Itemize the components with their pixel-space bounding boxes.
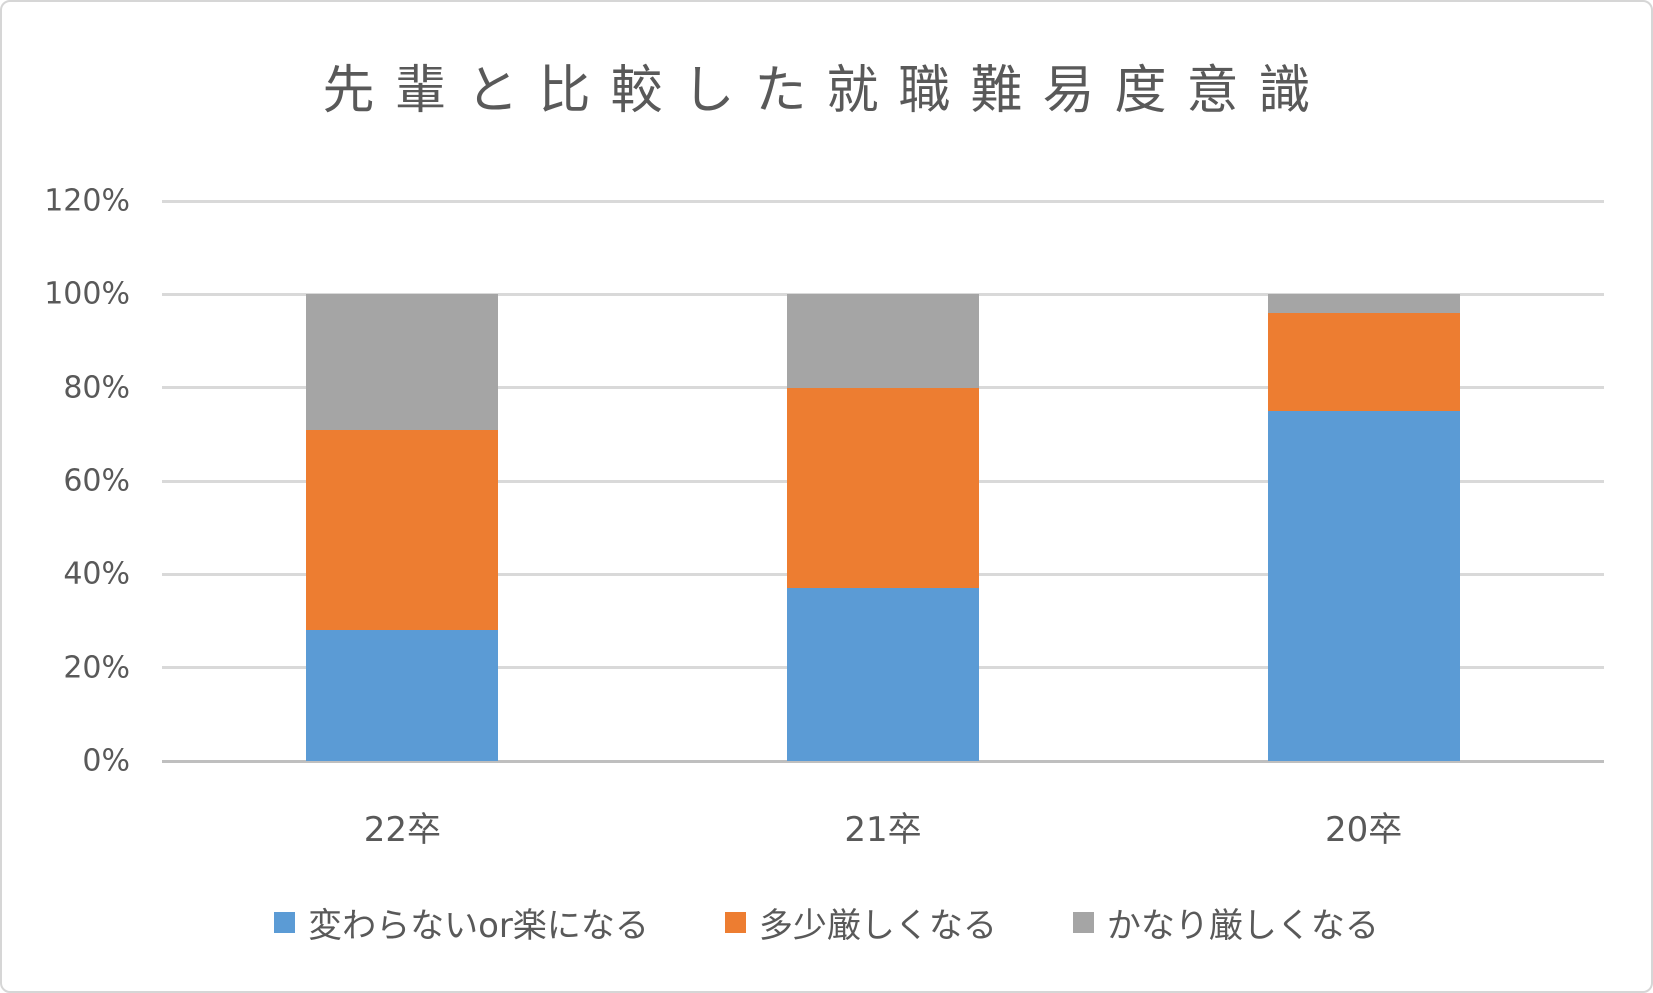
bar-column bbox=[1267, 294, 1460, 761]
bar-segment bbox=[1267, 294, 1460, 313]
legend-item: 変わらないor楽になる bbox=[274, 898, 649, 947]
bar-segment bbox=[787, 294, 979, 388]
legend: 変わらないor楽になる 多少厳しくなる かなり厳しくなる bbox=[2, 895, 1651, 949]
x-axis-category-label: 21卒 bbox=[844, 810, 922, 850]
x-axis-line bbox=[162, 759, 1604, 763]
x-axis-category-label: 20卒 bbox=[1325, 810, 1403, 850]
legend-label: 多少厳しくなる bbox=[758, 905, 997, 946]
legend-item: 多少厳しくなる bbox=[724, 898, 997, 947]
bar-segment bbox=[306, 630, 499, 761]
y-axis-tick-label: 100% bbox=[44, 276, 130, 312]
bar-column bbox=[306, 294, 499, 761]
bar-column bbox=[787, 294, 979, 761]
legend-swatch-icon bbox=[274, 911, 296, 933]
legend-swatch-icon bbox=[1072, 911, 1094, 933]
bar-segment bbox=[787, 588, 979, 761]
x-axis-category-label: 22卒 bbox=[363, 810, 441, 850]
legend-item: かなり厳しくなる bbox=[1072, 898, 1379, 947]
chart-title: 先輩と比較した就職難易度意識 bbox=[322, 61, 1331, 121]
bar-segment bbox=[306, 429, 499, 631]
y-axis: 120% 100% 80% 60% 40% 20% 0% bbox=[2, 184, 130, 779]
bar-segment bbox=[1267, 411, 1460, 761]
bar-segment bbox=[306, 294, 499, 430]
gridline bbox=[162, 292, 1604, 296]
plot-area bbox=[162, 199, 1604, 763]
y-axis-tick-label: 40% bbox=[63, 556, 130, 592]
bar-segment bbox=[787, 387, 979, 589]
legend-label: かなり厳しくなる bbox=[1106, 905, 1379, 946]
gridline bbox=[162, 199, 1604, 203]
y-axis-tick-label: 60% bbox=[63, 463, 130, 499]
y-axis-tick-label: 0% bbox=[82, 743, 130, 779]
y-axis-tick-label: 20% bbox=[63, 650, 130, 686]
y-axis-tick-label: 120% bbox=[44, 183, 130, 219]
bar-segment bbox=[1267, 313, 1460, 411]
legend-swatch-icon bbox=[724, 911, 746, 933]
legend-label: 変わらないor楽になる bbox=[308, 905, 649, 946]
y-axis-tick-label: 80% bbox=[63, 370, 130, 406]
